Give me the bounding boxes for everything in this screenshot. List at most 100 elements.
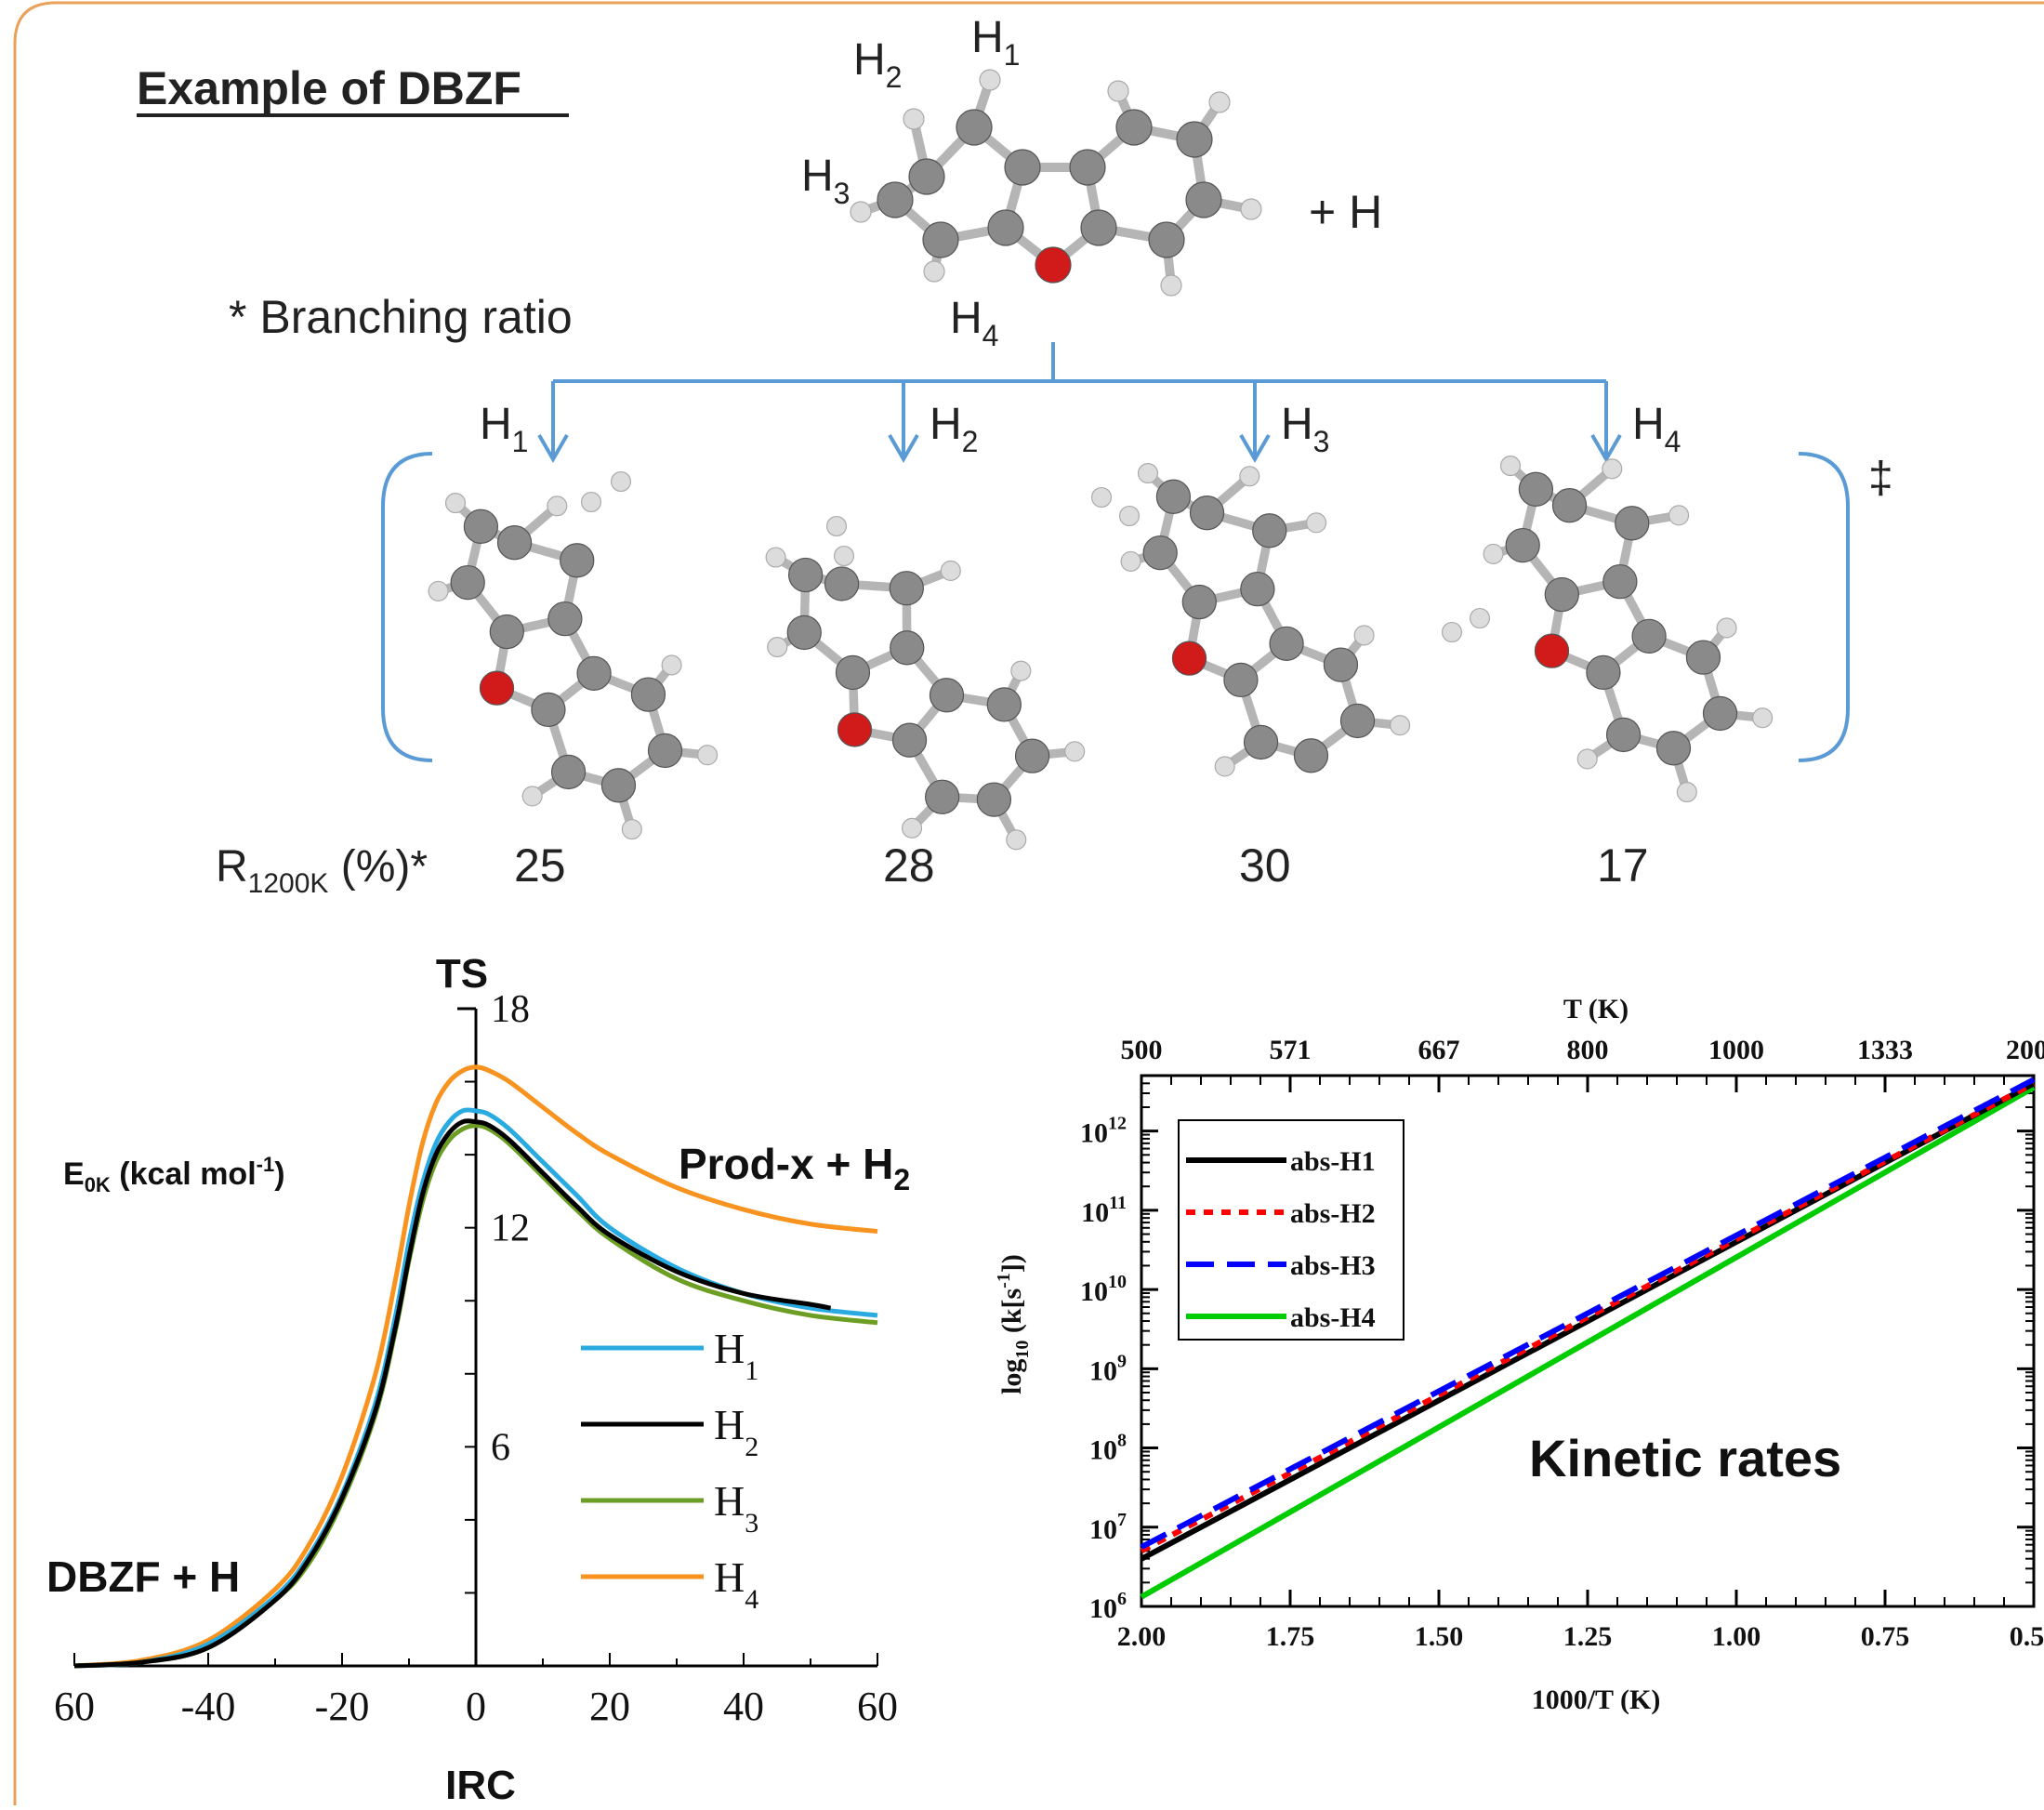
- svg-text:E0K (kcal mol-1): E0K (kcal mol-1): [63, 1153, 285, 1196]
- rate-x-tick-label: 0.50: [2010, 1621, 2044, 1652]
- rate-y-tick-exp: 12: [1108, 1114, 1127, 1134]
- site-label-main: H: [853, 35, 886, 85]
- hydrogen-atom: [1354, 626, 1374, 645]
- hydrogen-atom: [1677, 783, 1696, 802]
- carbon-atom: [601, 769, 635, 802]
- carbon-atom: [1156, 480, 1190, 513]
- rate-y-tick-label: 109: [1089, 1351, 1127, 1386]
- oxygen-atom: [480, 671, 513, 705]
- site-label-main: H: [950, 294, 982, 343]
- hydrogen-atom: [1484, 544, 1503, 563]
- ratio-row-label: R1200K (%)*: [216, 842, 428, 899]
- hydrogen-atom: [1139, 464, 1158, 483]
- carbon-atom: [560, 544, 594, 577]
- dbzf-molecule: [851, 70, 1261, 296]
- site-label-sub: 3: [1313, 425, 1330, 458]
- carbon-atom: [1149, 222, 1184, 258]
- hydrogen-atom: [1209, 92, 1230, 112]
- rate-y-tick-base: 10: [1081, 1197, 1109, 1228]
- branch-label-h2: H2: [930, 400, 978, 458]
- irc-products-sub: 2: [893, 1163, 910, 1196]
- kinetic-rate-chart: T (K) 1000/T (K) log10 (k[s-1]) Kinetic …: [994, 994, 2044, 1715]
- rate-y-tick-label: 106: [1089, 1589, 1127, 1624]
- branch-label-h1: H1: [480, 400, 528, 458]
- oxygen-atom: [1535, 634, 1568, 667]
- carbon-atom: [1686, 641, 1720, 674]
- irc-y-label-sup: -1: [257, 1153, 275, 1176]
- carbon-atom: [890, 572, 923, 605]
- svg-text:H4: H4: [950, 294, 998, 352]
- site-label-sub: 2: [962, 425, 979, 458]
- ts-molecule-h1: [429, 472, 717, 839]
- rate-x-tick-label: 2.00: [1117, 1621, 1167, 1652]
- hydrogen-atom: [1241, 199, 1261, 219]
- reactant-site-label-h4: H4: [950, 294, 998, 352]
- carbon-atom: [1005, 150, 1040, 185]
- ts-molecule-h3: [1092, 464, 1490, 776]
- irc-legend-label-main: H: [714, 1401, 745, 1448]
- carbon-atom: [1116, 110, 1152, 145]
- carbon-atom: [930, 679, 963, 712]
- hydrogen-atom: [446, 494, 466, 513]
- carbon-atom: [1177, 122, 1212, 157]
- site-label-main: H: [971, 13, 1004, 62]
- svg-text:H3: H3: [1281, 400, 1329, 458]
- hydrogen-atom: [1215, 757, 1234, 776]
- carbon-atom: [909, 159, 944, 194]
- irc-legend-label: H4: [714, 1553, 758, 1615]
- carbon-atom: [956, 110, 992, 145]
- carbon-atom: [877, 182, 913, 218]
- hydrogen-atom: [1501, 456, 1521, 476]
- site-label-sub: 4: [1665, 425, 1681, 458]
- irc-y-tick-label: 18: [491, 988, 530, 1031]
- hydrogen-atom: [1753, 708, 1773, 728]
- carbon-atom: [1245, 725, 1278, 759]
- rate-x-tick-label: 1.00: [1712, 1621, 1761, 1652]
- irc-legend-label: H2: [714, 1401, 758, 1462]
- rate-y-tick-label: 107: [1089, 1510, 1127, 1545]
- rate-legend-label: abs-H1: [1290, 1146, 1376, 1177]
- reactant-site-label-h2: H2: [853, 35, 902, 94]
- irc-x-tick-label: 0: [466, 1684, 486, 1729]
- rate-x2-tick-label: 800: [1567, 1035, 1609, 1065]
- rate-y-tick-label: 108: [1089, 1431, 1127, 1466]
- rate-x-tick-label: 1.50: [1415, 1621, 1464, 1652]
- irc-legend-label-main: H: [714, 1553, 745, 1601]
- irc-legend-label-sub: 4: [745, 1584, 758, 1615]
- carbon-atom: [892, 723, 926, 757]
- oxygen-atom: [1035, 247, 1071, 283]
- irc-legend-label-sub: 3: [745, 1508, 758, 1539]
- rate-x-tick-label: 1.25: [1563, 1621, 1613, 1652]
- irc-top-label: TS: [436, 951, 488, 997]
- carbon-atom: [532, 693, 565, 726]
- abstracting-hydrogen-atom: [1470, 609, 1490, 628]
- irc-x-axis-label: IRC: [445, 1763, 516, 1805]
- hydrogen-atom: [522, 786, 542, 806]
- irc-annotation-products: Prod-x + H2: [679, 1140, 910, 1196]
- irc-x-tick-label: 40: [723, 1684, 764, 1729]
- carbon-atom: [825, 567, 859, 601]
- carbon-atom: [577, 656, 611, 690]
- carbon-atom: [1270, 627, 1303, 660]
- rate-chart-title: Kinetic rates: [1529, 1429, 1841, 1487]
- rate-x2-tick-label: 1333: [1857, 1035, 1913, 1065]
- hydrogen-atom: [1240, 467, 1259, 486]
- hydrogen-atom: [1602, 459, 1622, 479]
- site-label-sub: 3: [834, 177, 851, 210]
- irc-x-tick-label: 60: [857, 1684, 898, 1729]
- hydrogen-atom: [768, 638, 787, 657]
- site-label-main: H: [801, 152, 834, 201]
- hydrogen-atom: [1161, 275, 1181, 296]
- site-label-sub: 1: [1004, 38, 1021, 72]
- rate-y-tick-exp: 10: [1108, 1272, 1127, 1292]
- rate-y-tick-base: 10: [1089, 1355, 1117, 1386]
- hydrogen-atom: [547, 496, 567, 516]
- hydrogen-atom: [1391, 716, 1410, 735]
- irc-legend-label-sub: 2: [745, 1432, 758, 1462]
- svg-text:H4: H4: [1632, 400, 1681, 458]
- irc-energy-chart: TS IRC E0K (kcal mol-1) DBZF + H Prod-x …: [46, 951, 910, 1805]
- branch-label-h4: H4: [1632, 400, 1681, 458]
